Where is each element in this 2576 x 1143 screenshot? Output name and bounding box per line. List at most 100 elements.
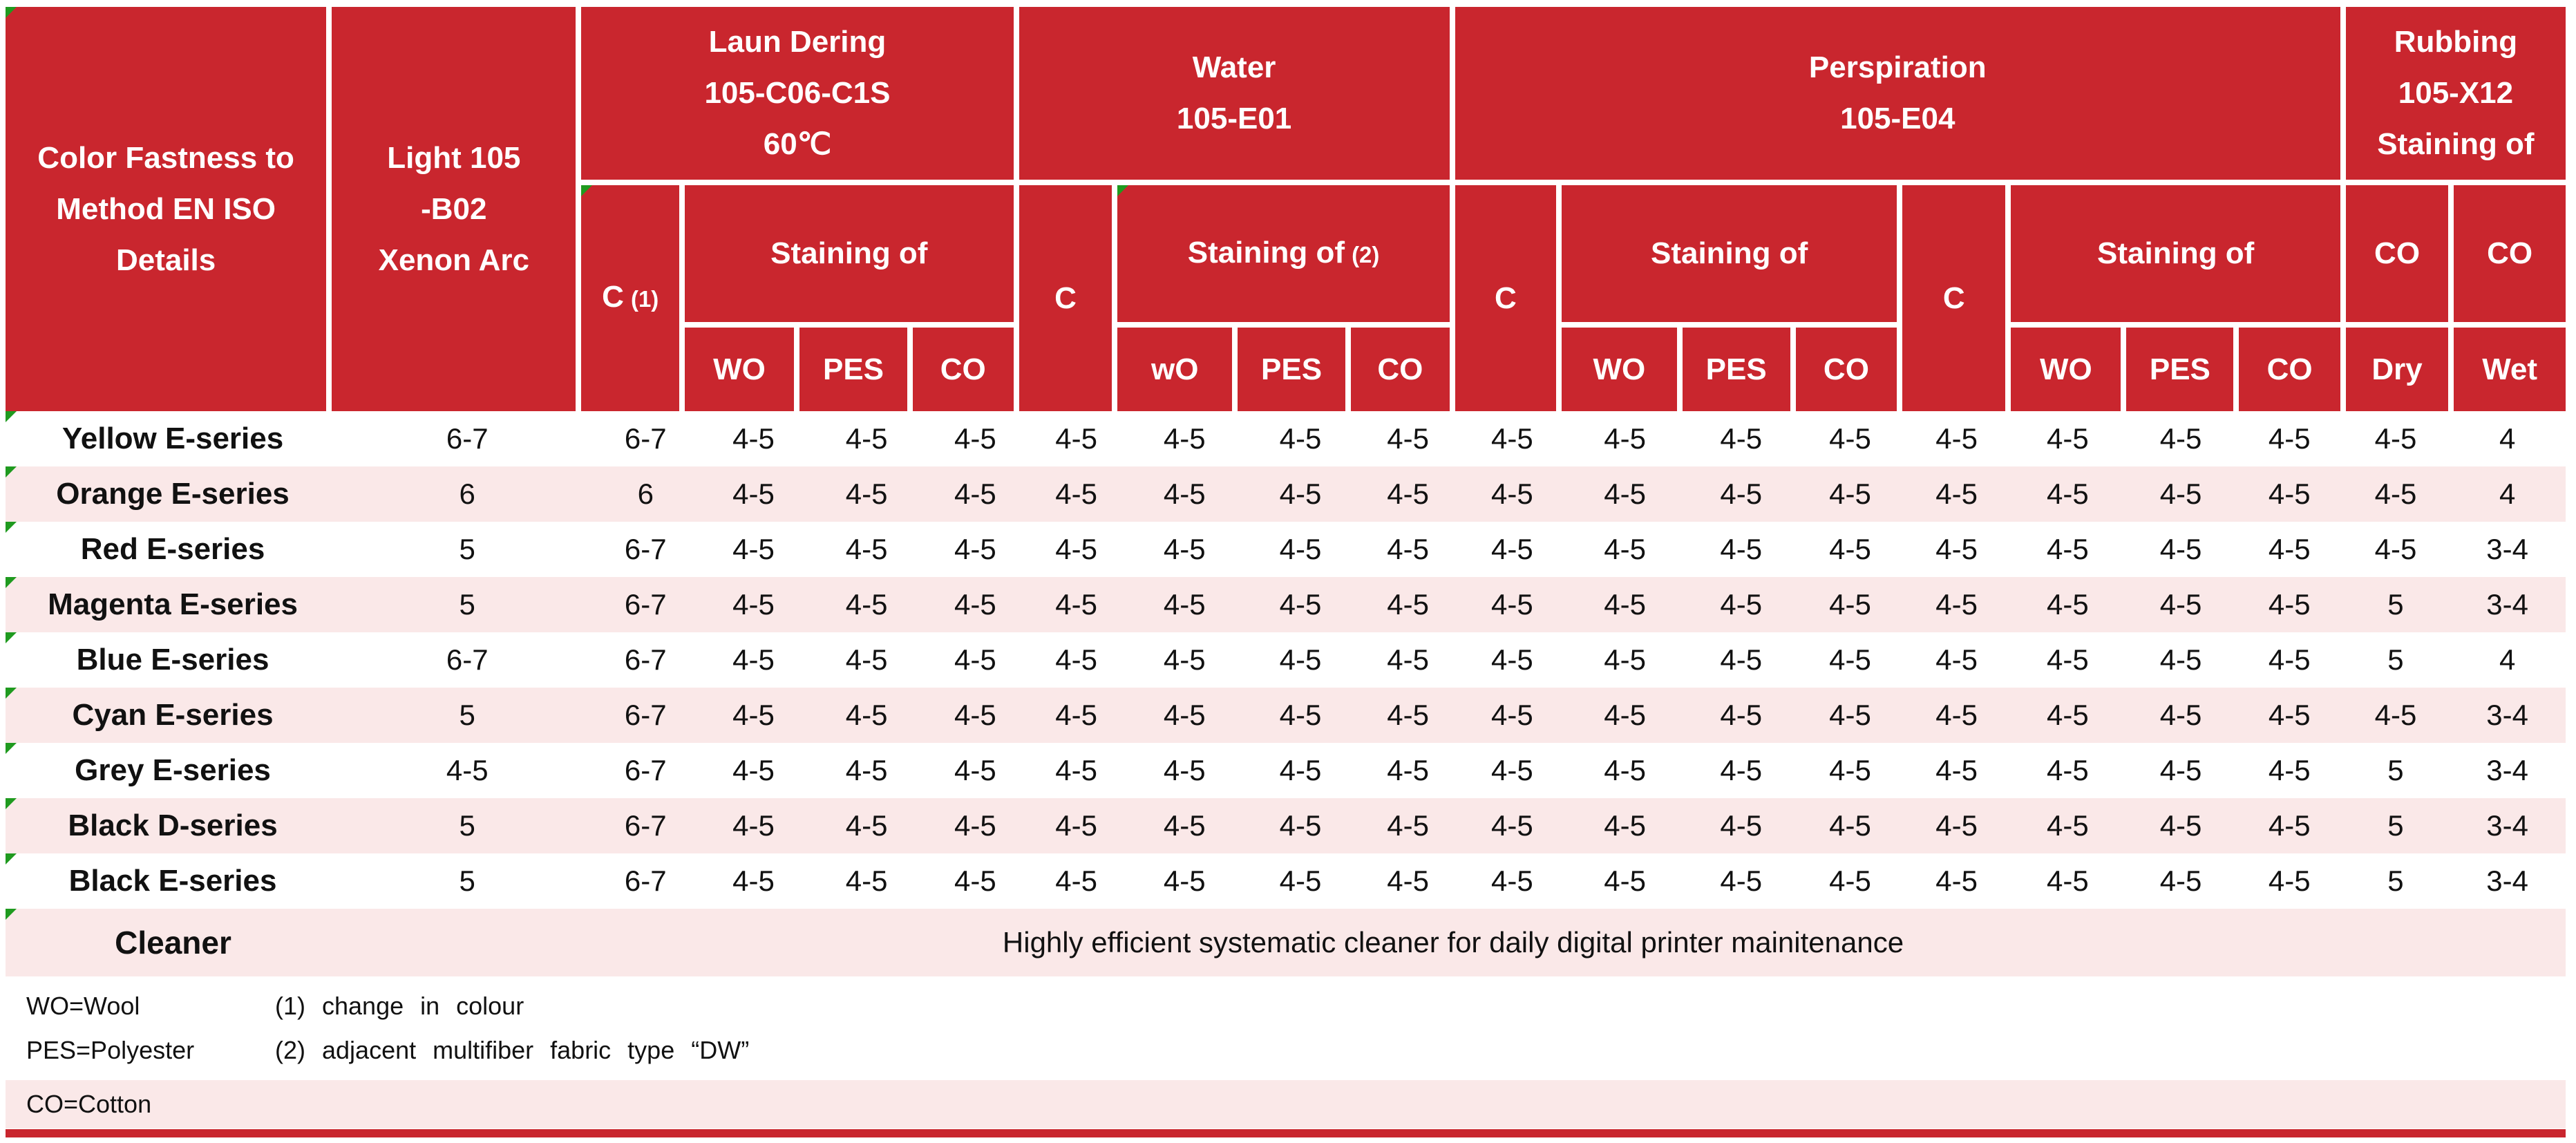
value-cell: 4-5 [1604,754,1646,786]
value-cell: 6 [459,478,475,510]
value-cell: 6-7 [446,422,489,455]
header-line: Rubbing [2394,25,2518,59]
value-cell: 4-5 [1163,809,1206,842]
value-cell: 4-5 [2374,478,2417,510]
value-cell: 4-5 [845,588,888,621]
value-cell: 6-7 [624,754,667,786]
value-cell: 4-5 [1829,533,1871,565]
value-cell: 4-5 [845,422,888,455]
value-cell: 4-5 [1720,588,1763,621]
header-perspiration-acid-staining: Staining of [1562,185,1897,322]
header-group-rubbing: Rubbing 105-X12 Staining of [2345,7,2566,180]
value-cell: 4-5 [1829,754,1871,786]
value-cell: 4-5 [2159,422,2202,455]
value-cell: 6 [637,478,654,510]
staining-note: (2) [1352,241,1380,267]
value-cell: 4-5 [2268,422,2311,455]
value-cell: 4-5 [1491,478,1533,510]
value-cell: 4-5 [1055,865,1097,897]
value-cell: 4-5 [1829,422,1871,455]
value-cell: 4-5 [732,422,775,455]
value-cell: 4-5 [845,478,888,510]
table-header: Color Fastness to Method EN ISO Details … [6,7,2566,411]
value-cell: 4-5 [732,643,775,676]
fiber-label: CO [2374,236,2421,270]
staining-label: Staining of [2097,236,2255,270]
value-cell: 4-5 [954,865,996,897]
value-cell: 4-5 [1055,588,1097,621]
value-cell: 4-5 [845,643,888,676]
condition-label: Wet [2482,352,2538,386]
header-line: Staining of [2377,127,2535,161]
fiber-label: WO [1593,352,1646,386]
value-cell: 4-5 [1935,754,1978,786]
row-label: Black D-series [6,809,340,843]
footnote-wo: WO=Wool [26,992,140,1020]
header-laundering-wo: WO [685,328,794,411]
value-cell: 4-5 [2047,422,2089,455]
header-perspiration-alkaline-co: CO [2239,328,2340,411]
value-cell: 4-5 [2268,809,2311,842]
value-cell: 4-5 [1935,422,1978,455]
value-cell: 4-5 [2159,643,2202,676]
value-cell: 4-5 [954,809,996,842]
header-line: Xenon Arc [378,243,530,277]
header-line: Color Fastness to [37,140,294,175]
table-row: Black E-series 5 6-7 4-5 4-5 4-5 4-5 4-5 4-5 4-5… [6,853,2566,909]
value-cell: 4-5 [2047,865,2089,897]
value-cell: 4-5 [1491,699,1533,731]
staining-label: Staining of [1187,235,1345,270]
value-cell: 4-5 [1387,643,1429,676]
table-row: Cyan E-series 5 6-7 4-5 4-5 4-5 4-5 4-5 4-5 4-5 4… [6,688,2566,743]
header-col-details: Color Fastness to Method EN ISO Details [6,7,327,411]
value-cell: 4-5 [1720,699,1763,731]
value-cell: 4-5 [1935,643,1978,676]
value-cell: 4-5 [1387,478,1429,510]
header-line: 105-C06-C1S [704,76,891,110]
value-cell: 4-5 [1604,422,1646,455]
header-line: 105-E01 [1176,102,1292,135]
value-cell: 4-5 [2268,588,2311,621]
header-perspiration-alkaline-staining: Staining of [2011,185,2340,322]
fiber-label: WO [713,352,766,386]
value-cell: 4-5 [2268,533,2311,565]
value-cell: 4-5 [1604,809,1646,842]
change-note: (1) [630,286,659,312]
header-perspiration-alkaline-wo: WO [2011,328,2121,411]
value-cell: 5 [2387,865,2404,897]
value-cell: 4-5 [2268,754,2311,786]
value-cell: 4-5 [845,754,888,786]
value-cell: 4-5 [845,533,888,565]
fiber-label: WO [2040,352,2092,386]
value-cell: 4-5 [1387,533,1429,565]
header-water-change: C [1019,185,1112,411]
value-cell: 4-5 [954,533,996,565]
value-cell: 4-5 [954,754,996,786]
value-cell: 4-5 [1491,643,1533,676]
footnote-line: WO=Wool (1) change in colour [26,992,2566,1021]
value-cell: 3-4 [2486,754,2528,786]
value-cell: 4-5 [1829,478,1871,510]
value-cell: 3-4 [2486,588,2528,621]
value-cell: 4-5 [732,533,775,565]
table-row: Magenta E-series 5 6-7 4-5 4-5 4-5 4-5 4-5 4-5 4… [6,577,2566,632]
value-cell: 4-5 [1163,588,1206,621]
change-label: C [1942,281,1965,315]
value-cell: 4-5 [1163,478,1206,510]
value-cell: 4-5 [1604,478,1646,510]
value-cell: 4-5 [1491,422,1533,455]
value-cell: 4-5 [2159,478,2202,510]
value-cell: 4-5 [1279,422,1322,455]
header-line: Method EN ISO [56,191,276,226]
cleaner-row: Cleaner Highly efficient systematic clea… [6,909,2566,976]
value-cell: 4-5 [1055,478,1097,510]
table-row: Red E-series 5 6-7 4-5 4-5 4-5 4-5 4-5 4-5 4-5 4-… [6,522,2566,577]
table-row: Black D-series 5 6-7 4-5 4-5 4-5 4-5 4-5 4-5 4-5… [6,798,2566,853]
value-cell: 4-5 [954,588,996,621]
table-row: Yellow E-series 6-7 6-7 4-5 4-5 4-5 4-5 4-5 4-5… [6,411,2566,466]
row-label: Black E-series [6,864,340,898]
value-cell: 4-5 [732,865,775,897]
footnote-line: PES=Polyester (2) adjacent multifiber fa… [26,1036,2566,1065]
header-group-water: Water 105-E01 [1019,7,1450,180]
